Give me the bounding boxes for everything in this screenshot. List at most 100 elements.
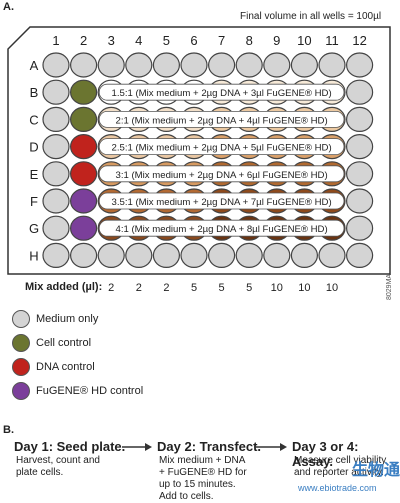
- arrow-1-head: [145, 443, 152, 451]
- well: [152, 242, 180, 268]
- legend-label: DNA control: [36, 361, 95, 373]
- well: [42, 188, 70, 214]
- legend-swatch: [12, 382, 30, 400]
- legend-swatch: [12, 334, 30, 352]
- column-header: 7: [218, 33, 225, 48]
- figure-code: 8029MA: [386, 273, 393, 300]
- step-body-line: Mix medium + DNA: [159, 455, 246, 466]
- well: [235, 242, 263, 268]
- well: [290, 242, 318, 268]
- step-body-line: + FuGENE® HD for: [159, 467, 247, 478]
- row-header: B: [30, 85, 39, 100]
- well: [208, 52, 236, 78]
- column-header: 2: [80, 33, 87, 48]
- well: [346, 188, 374, 214]
- well: [97, 242, 125, 268]
- well: [42, 242, 70, 268]
- legend-label: FuGENE® HD control: [36, 385, 144, 397]
- final-volume-note: Final volume in all wells = 100µl: [240, 11, 382, 22]
- step-title: Day 3 or 4: Assay.: [292, 439, 359, 469]
- well: [346, 134, 374, 160]
- legend-swatch: [12, 310, 30, 328]
- column-header: 1: [52, 33, 59, 48]
- column-header: 8: [246, 33, 253, 48]
- step-title: Day 1: Seed plate.: [14, 439, 126, 454]
- well: [42, 52, 70, 78]
- row-header: C: [29, 112, 38, 127]
- row-header: F: [30, 194, 38, 209]
- well: [69, 106, 98, 133]
- row-header: A: [30, 58, 39, 73]
- step-body: Measure cell viability and reporter activ…: [294, 455, 386, 479]
- well: [208, 242, 236, 268]
- ratio-label-text: 3.5:1 (Mix medium + 2µg DNA + 7µl FuGENE…: [111, 197, 331, 208]
- ratio-label-box: [98, 111, 345, 128]
- mix-added-value: 10: [298, 282, 311, 294]
- mix-added-value: 10: [270, 282, 283, 294]
- well: [42, 106, 70, 133]
- row-header: G: [29, 221, 39, 236]
- well: [42, 215, 70, 241]
- well: [69, 188, 98, 214]
- ratio-label-text: 4:1 (Mix medium + 2µg DNA + 8µl FuGENE® …: [115, 224, 327, 235]
- column-header: 10: [297, 33, 311, 48]
- well: [125, 242, 153, 268]
- ratio-label-box: [98, 165, 345, 183]
- ratio-label-text: 1.5:1 (Mix medium + 2µg DNA + 3µl FuGENE…: [111, 88, 331, 99]
- well: [69, 242, 98, 268]
- well: [69, 215, 98, 241]
- well: [346, 79, 374, 105]
- mix-added-value: 5: [190, 282, 198, 294]
- section-b-label: B.: [3, 424, 14, 436]
- step-body-line: Add to cells.: [159, 491, 214, 502]
- ratio-label-box: [98, 192, 345, 210]
- well: [263, 242, 291, 268]
- ratio-label-text: 3:1 (Mix medium + 2µg DNA + 6µl FuGENE® …: [115, 170, 327, 181]
- step-body: Harvest, count and plate cells.: [16, 455, 100, 479]
- ratio-label-text: 2.5:1 (Mix medium + 2µg DNA + 5µl FuGENE…: [111, 143, 331, 154]
- well: [125, 52, 153, 78]
- ratio-label-text: 2:1 (Mix medium + 2µg DNA + 4µl FuGENE® …: [115, 115, 327, 126]
- legend-label: Cell control: [36, 337, 92, 349]
- step-body-line: Measure cell viability: [294, 455, 387, 466]
- well: [42, 161, 70, 187]
- column-header: 12: [352, 33, 366, 48]
- watermark-logo: 生物通: [352, 462, 400, 479]
- column-header: 6: [190, 33, 197, 48]
- ratio-label-box: [98, 219, 345, 237]
- mix-added-value: 2: [163, 282, 170, 294]
- well: [318, 52, 346, 78]
- row-header: H: [29, 248, 38, 263]
- well: [263, 52, 291, 78]
- well: [346, 242, 374, 268]
- step-body-line: Harvest, count and: [16, 455, 100, 466]
- well: [346, 215, 374, 241]
- column-header: 5: [163, 33, 170, 48]
- step-body-line: and reporter activity.: [294, 467, 384, 478]
- well: [346, 106, 374, 133]
- well: [180, 242, 208, 268]
- step-body: Mix medium + DNA + FuGENE® HD for up to 15…: [159, 455, 247, 503]
- step-title: Day 2: Transfect.: [157, 439, 262, 454]
- well: [290, 52, 318, 78]
- watermark-text: www.ebiotrade.com: [298, 483, 377, 493]
- legend-swatch: [12, 358, 30, 376]
- column-header: 3: [108, 33, 115, 48]
- mix-added-value: 5: [246, 282, 253, 294]
- ratio-label-box: [98, 83, 345, 101]
- well: [69, 161, 98, 187]
- step-body-line: plate cells.: [16, 467, 64, 478]
- well: [346, 52, 374, 78]
- well: [69, 79, 98, 105]
- watermark: www.ebiotrade.com: [298, 483, 377, 493]
- column-header: 9: [273, 33, 280, 48]
- arrow-2-head: [280, 443, 287, 451]
- mix-added-value: 5: [218, 282, 225, 294]
- well: [152, 52, 180, 78]
- row-header: E: [30, 167, 39, 182]
- step-body-line: up to 15 minutes.: [159, 479, 236, 490]
- mix-added-label: Mix added (µl):: [25, 281, 103, 293]
- well: [346, 161, 374, 187]
